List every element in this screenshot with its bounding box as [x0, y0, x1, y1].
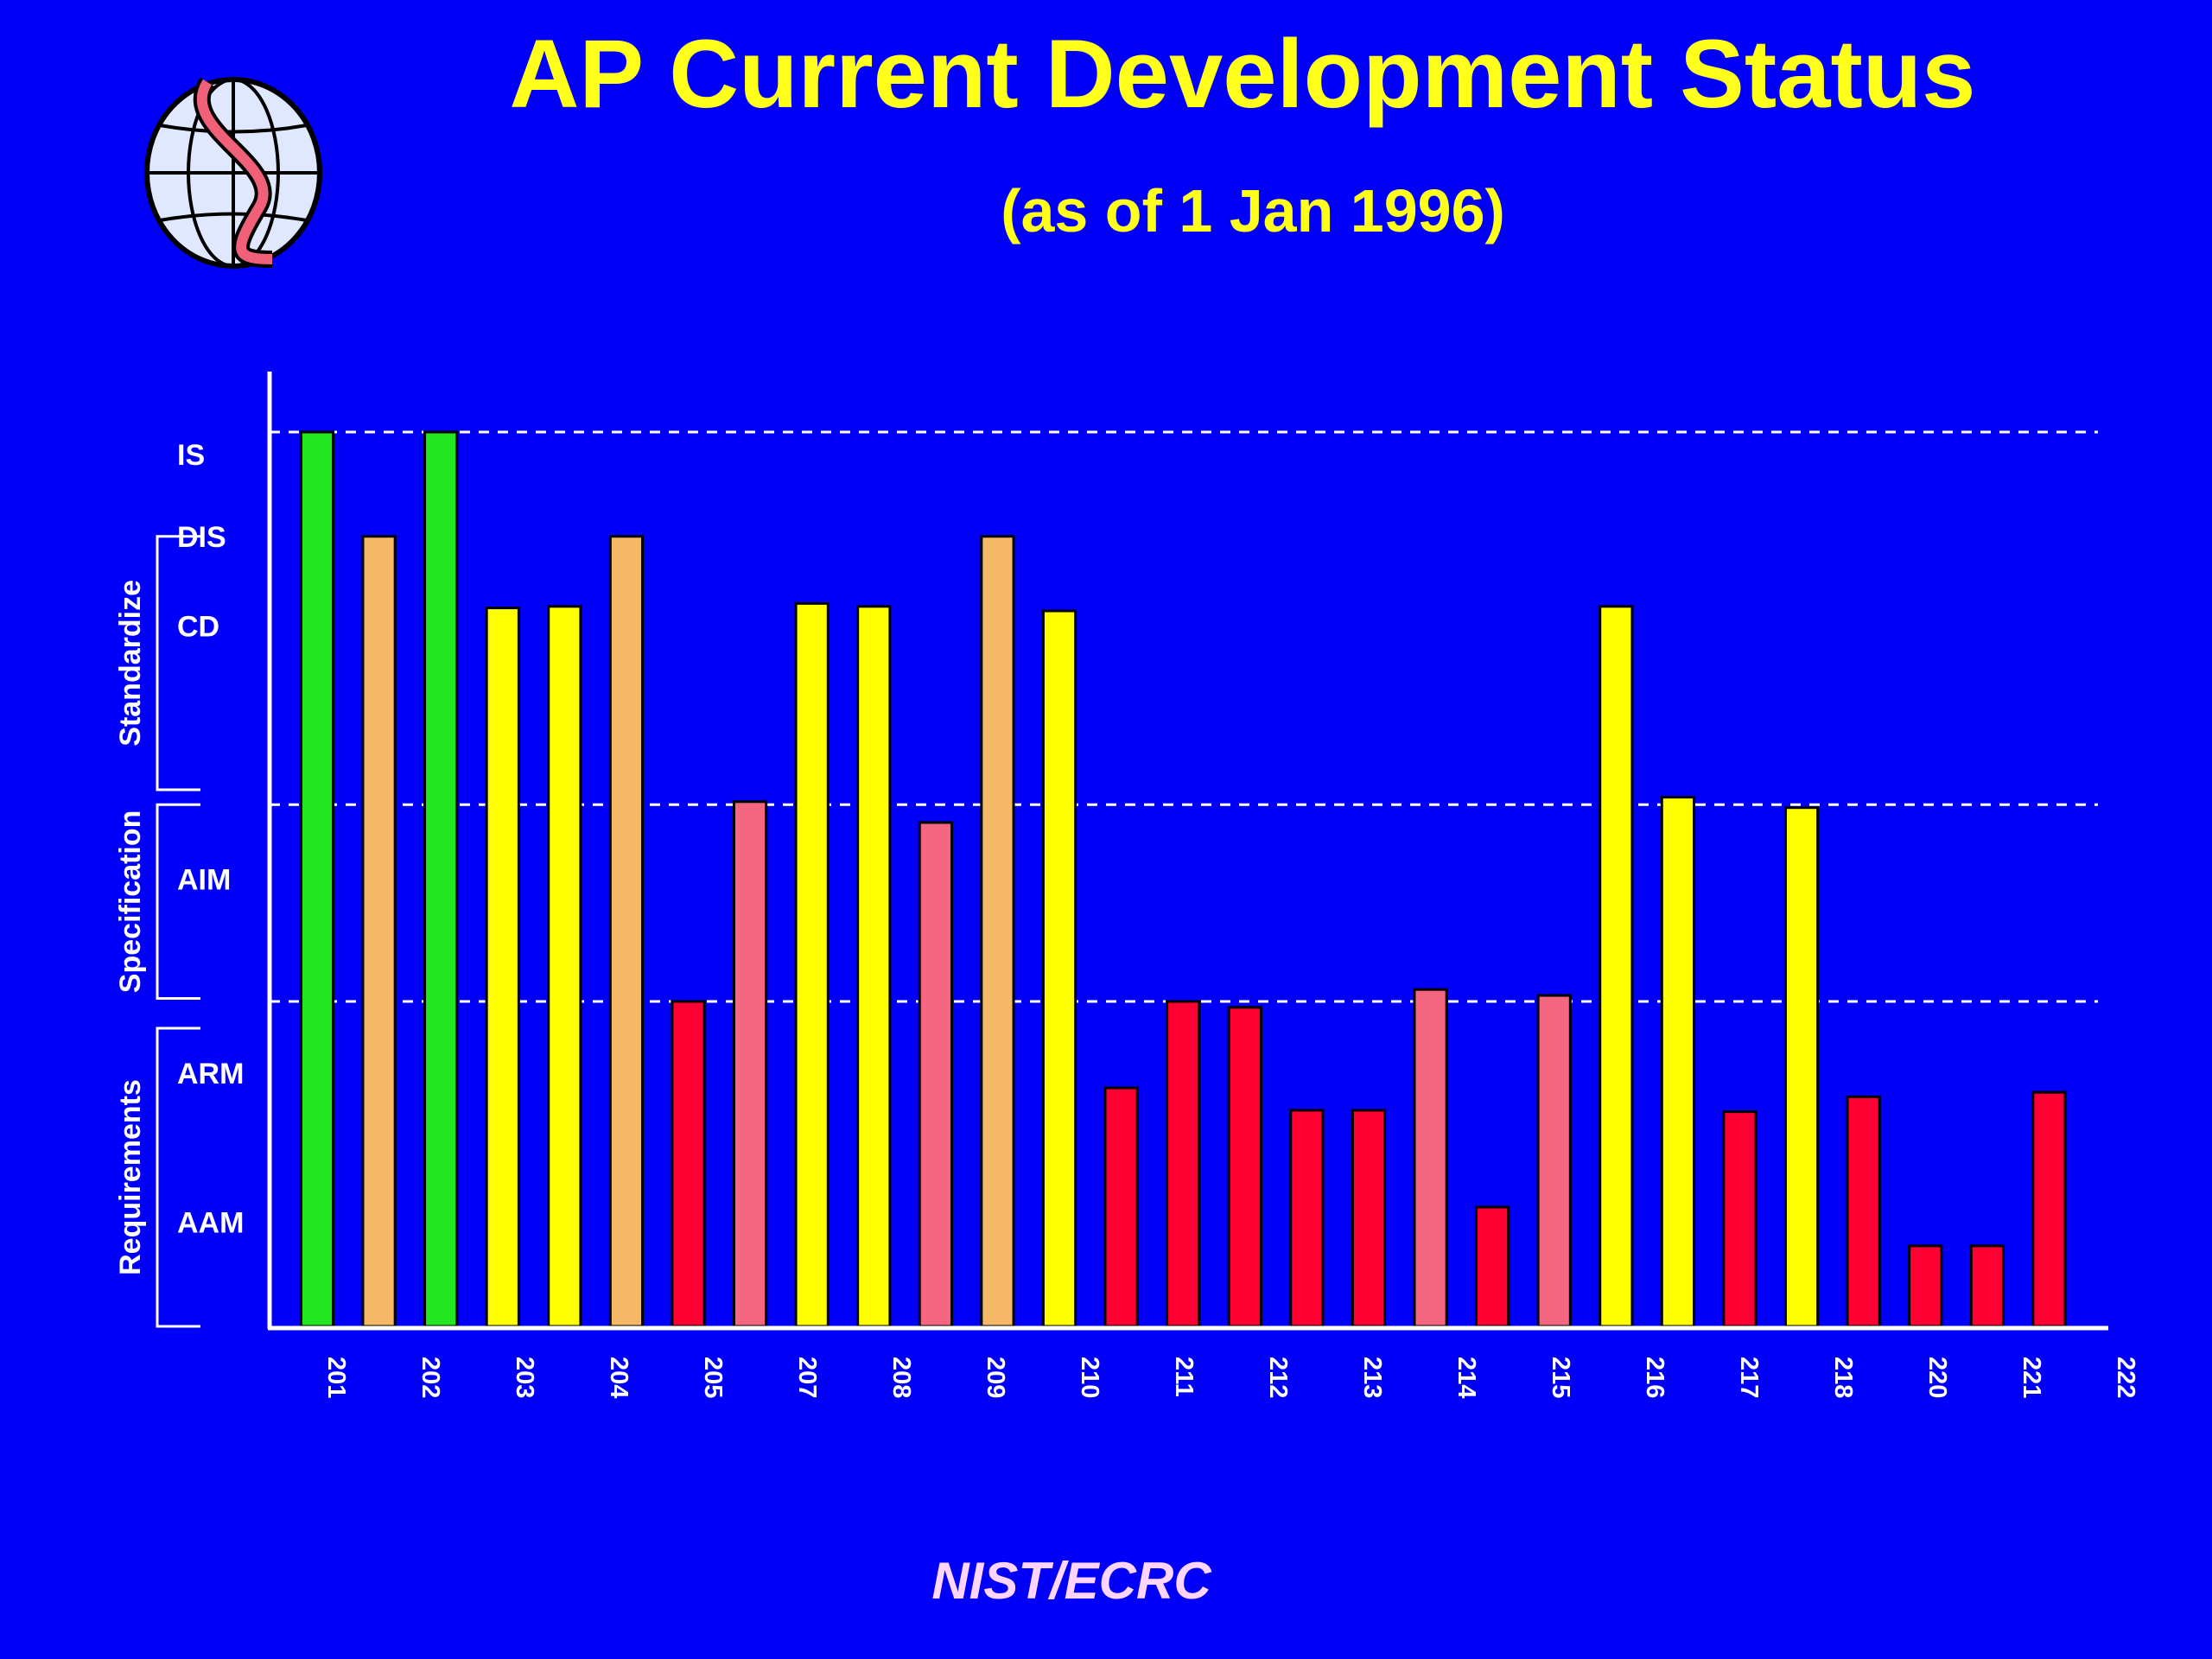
- bar: [1041, 609, 1077, 1328]
- x-tick-label: 201: [322, 1357, 350, 1398]
- group-bracket: [156, 535, 200, 791]
- bar: [1475, 1205, 1510, 1328]
- x-tick-label: 213: [1358, 1357, 1386, 1398]
- y-group-label: Specification: [114, 810, 147, 994]
- x-tick-label: 210: [1076, 1357, 1103, 1398]
- x-tick-label: 202: [416, 1357, 444, 1398]
- bar: [856, 605, 892, 1328]
- bar: [1103, 1086, 1139, 1328]
- group-bracket: [156, 1027, 200, 1328]
- x-tick-label: 207: [793, 1357, 821, 1398]
- bar: [547, 605, 582, 1328]
- bar: [671, 1000, 706, 1328]
- y-level-label: ARM: [177, 1058, 244, 1090]
- bar: [361, 535, 397, 1328]
- x-tick-label: 211: [1170, 1357, 1198, 1397]
- bar: [2031, 1090, 2067, 1328]
- reference-lines: [270, 430, 2098, 1003]
- bar: [794, 601, 830, 1328]
- x-tick-label: 209: [982, 1357, 1009, 1398]
- bar: [1722, 1110, 1758, 1328]
- x-tick-label: 204: [605, 1357, 632, 1398]
- axes: [267, 372, 2108, 1331]
- x-tick-label: 220: [1923, 1357, 1951, 1398]
- bar-series: [299, 430, 2067, 1328]
- x-tick-label: 222: [2112, 1357, 2139, 1398]
- bar: [1536, 994, 1572, 1328]
- y-level-label: IS: [177, 439, 205, 472]
- bar: [1166, 1000, 1201, 1328]
- chart-subtitle: (as of 1 Jan 1996): [1001, 177, 1505, 245]
- group-bracket: [156, 803, 200, 1000]
- x-tick-label: 208: [887, 1357, 915, 1398]
- chart-title: AP Current Development Status: [510, 20, 1976, 128]
- bar: [1908, 1244, 1943, 1328]
- x-tick-labels: 201 202 203 204 205 207 208 209 210 211 212 213 214 2…: [322, 1357, 2139, 1398]
- x-tick-label: 212: [1264, 1357, 1292, 1398]
- x-tick-label: 203: [511, 1357, 538, 1398]
- bar: [1846, 1095, 1881, 1328]
- y-group-label: Requirements: [114, 1079, 147, 1275]
- globe-logo-icon: [144, 77, 322, 269]
- bar: [1783, 806, 1820, 1328]
- y-level-label: AIM: [177, 864, 231, 897]
- y-group-label: Standardize: [114, 580, 147, 747]
- x-tick-label: 221: [2018, 1357, 2045, 1398]
- x-tick-label: 215: [1547, 1357, 1574, 1398]
- bar: [1289, 1109, 1325, 1328]
- footer-credit: NIST/ECRC: [931, 1552, 1212, 1610]
- x-tick-label: 214: [1452, 1357, 1480, 1398]
- bar: [608, 535, 645, 1328]
- bar: [918, 821, 953, 1328]
- y-level-label: AAM: [177, 1206, 244, 1239]
- bar: [1969, 1244, 2005, 1328]
- bar: [1660, 796, 1696, 1328]
- x-tick-label: 218: [1829, 1357, 1857, 1398]
- bar: [485, 607, 520, 1328]
- bar: [299, 430, 335, 1328]
- bar: [980, 535, 1015, 1328]
- y-level-label: CD: [177, 610, 219, 643]
- bar: [1599, 605, 1634, 1328]
- bar: [1413, 988, 1448, 1328]
- x-tick-label: 217: [1735, 1357, 1763, 1398]
- y-group-labels: Standardize Specification Requirements: [114, 535, 200, 1328]
- x-tick-label: 216: [1641, 1357, 1669, 1398]
- bar: [1351, 1109, 1387, 1328]
- x-tick-label: 205: [699, 1357, 727, 1398]
- bar: [732, 800, 768, 1328]
- bar: [1227, 1006, 1262, 1328]
- bar: [423, 430, 459, 1328]
